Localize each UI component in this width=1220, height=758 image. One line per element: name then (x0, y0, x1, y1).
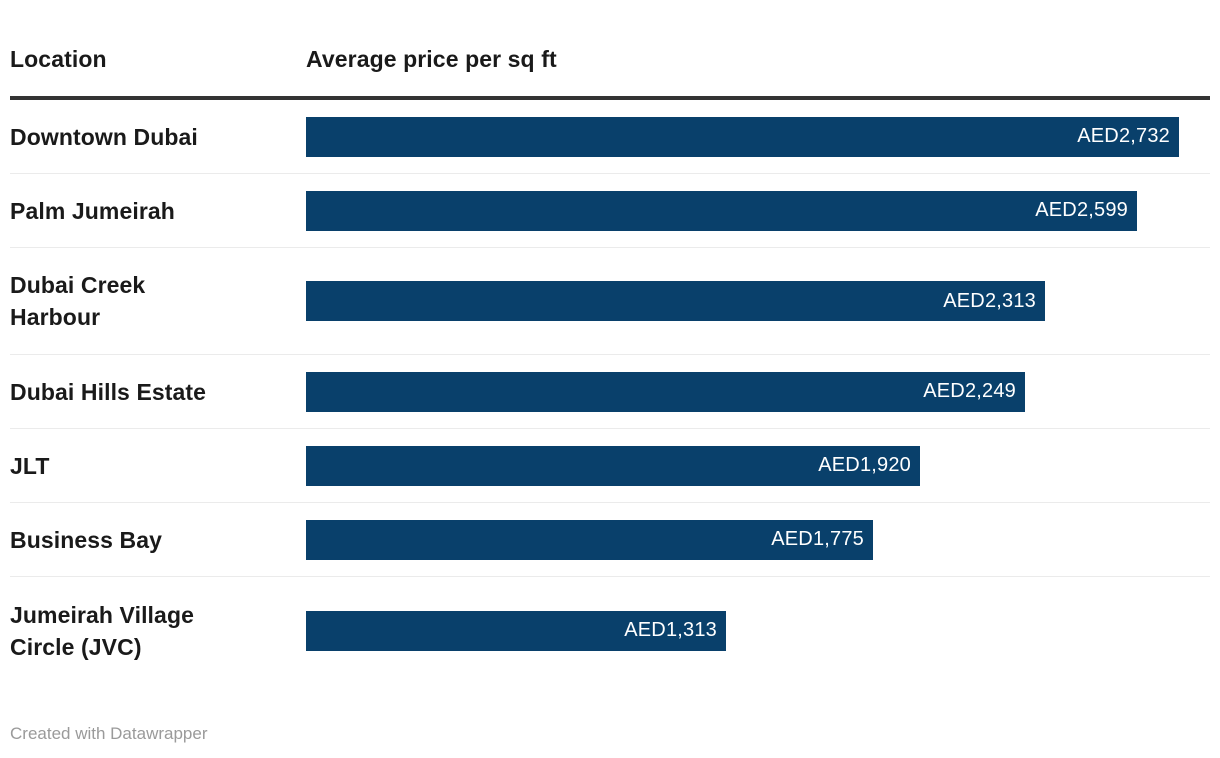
table-row: Business Bay AED1,775 (10, 503, 1210, 577)
bar-area: AED1,920 (306, 445, 1210, 486)
header-location: Location (10, 46, 107, 72)
location-label: Business Bay (10, 526, 163, 553)
price-bar[interactable]: AED2,732 (306, 116, 1179, 157)
table-row: Downtown Dubai AED2,732 (10, 100, 1210, 174)
table-header: Location Average price per sq ft (10, 0, 1210, 96)
price-bar[interactable]: AED1,313 (306, 610, 726, 651)
bar-value-label: AED2,313 (943, 289, 1036, 312)
bar-area: AED2,599 (306, 190, 1210, 231)
price-bar[interactable]: AED1,920 (306, 445, 920, 486)
bar-area: AED1,775 (306, 519, 1210, 560)
price-bar[interactable]: AED2,599 (306, 190, 1137, 231)
bar-area: AED2,732 (306, 116, 1210, 157)
bar-area: AED2,313 (306, 281, 1210, 321)
rows: Downtown Dubai AED2,732 Palm Jumeirah AE… (10, 100, 1210, 684)
table-row: Dubai Creek Harbour AED2,313 (10, 248, 1210, 355)
table-row: Jumeirah Village Circle (JVC) AED1,313 (10, 577, 1210, 684)
location-label: Dubai Hills Estate (10, 378, 207, 405)
table-row: Dubai Hills Estate AED2,249 (10, 355, 1210, 429)
location-label: Downtown Dubai (10, 123, 198, 150)
location-label: Palm Jumeirah (10, 197, 175, 224)
location-label: Dubai Creek Harbour (10, 272, 146, 330)
price-bar[interactable]: AED2,313 (306, 281, 1045, 321)
bar-area: AED1,313 (306, 610, 1210, 651)
price-bar[interactable]: AED2,249 (306, 371, 1025, 412)
bar-value-label: AED1,775 (771, 528, 864, 550)
datawrapper-credit[interactable]: Created with Datawrapper (10, 724, 208, 743)
header-rule (10, 96, 1210, 100)
location-label: JLT (10, 452, 50, 479)
location-label: Jumeirah Village Circle (JVC) (10, 601, 194, 660)
table-row: Palm Jumeirah AED2,599 (10, 174, 1210, 248)
bar-value-label: AED2,599 (1035, 199, 1128, 221)
bar-area: AED2,249 (306, 371, 1210, 412)
header-average-price: Average price per sq ft (306, 46, 557, 72)
price-bar[interactable]: AED1,775 (306, 519, 873, 560)
bar-value-label: AED2,249 (923, 380, 1016, 402)
bar-value-label: AED1,313 (624, 619, 717, 641)
bar-value-label: AED1,920 (818, 454, 911, 476)
bar-value-label: AED2,732 (1077, 125, 1170, 147)
table-row: JLT AED1,920 (10, 429, 1210, 503)
